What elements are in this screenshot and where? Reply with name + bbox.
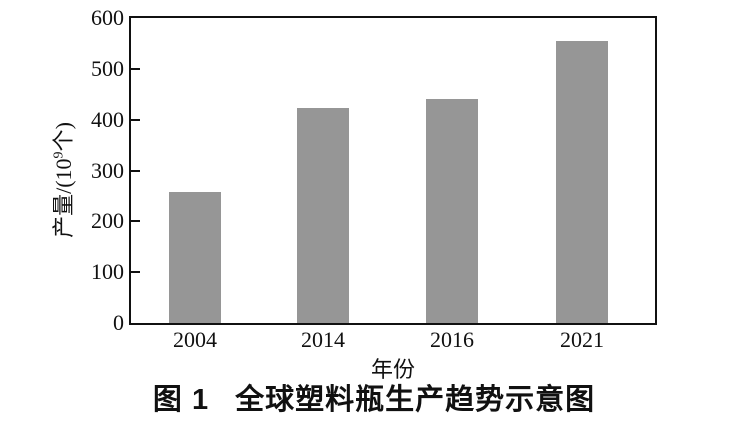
y-tick-mark — [131, 170, 140, 172]
x-tick-label: 2014 — [301, 327, 345, 352]
bar-2014 — [297, 108, 349, 323]
y-tick-label: 0 — [113, 310, 124, 335]
y-tick-label: 500 — [91, 56, 124, 81]
y-tick-mark — [131, 119, 140, 121]
figure-caption: 图 1 全球塑料瓶生产趋势示意图 — [0, 384, 748, 416]
y-tick-mark — [131, 220, 140, 222]
x-tick-label: 2016 — [430, 327, 474, 352]
bar-2004 — [169, 192, 221, 323]
figure-caption-title: 全球塑料瓶生产趋势示意图 — [235, 384, 596, 416]
bar-2021 — [556, 41, 608, 323]
y-tick-label: 300 — [91, 158, 124, 183]
y-tick-label: 600 — [91, 5, 124, 30]
y-axis-tick-labels: 0 100 200 300 400 500 600 — [0, 0, 126, 423]
x-axis-tick-labels: 2004 2014 2016 2021 — [129, 329, 657, 353]
y-tick-mark — [131, 271, 140, 273]
y-tick-label: 400 — [91, 107, 124, 132]
x-tick-label: 2004 — [173, 327, 217, 352]
y-tick-label: 100 — [91, 259, 124, 284]
x-axis-title: 年份 — [370, 357, 415, 382]
y-tick-label: 200 — [91, 208, 124, 233]
bar-2016 — [426, 99, 478, 323]
x-tick-label: 2021 — [560, 327, 604, 352]
y-tick-mark — [131, 68, 140, 70]
plot-area — [129, 16, 657, 325]
figure-caption-label: 图 1 — [152, 384, 210, 416]
